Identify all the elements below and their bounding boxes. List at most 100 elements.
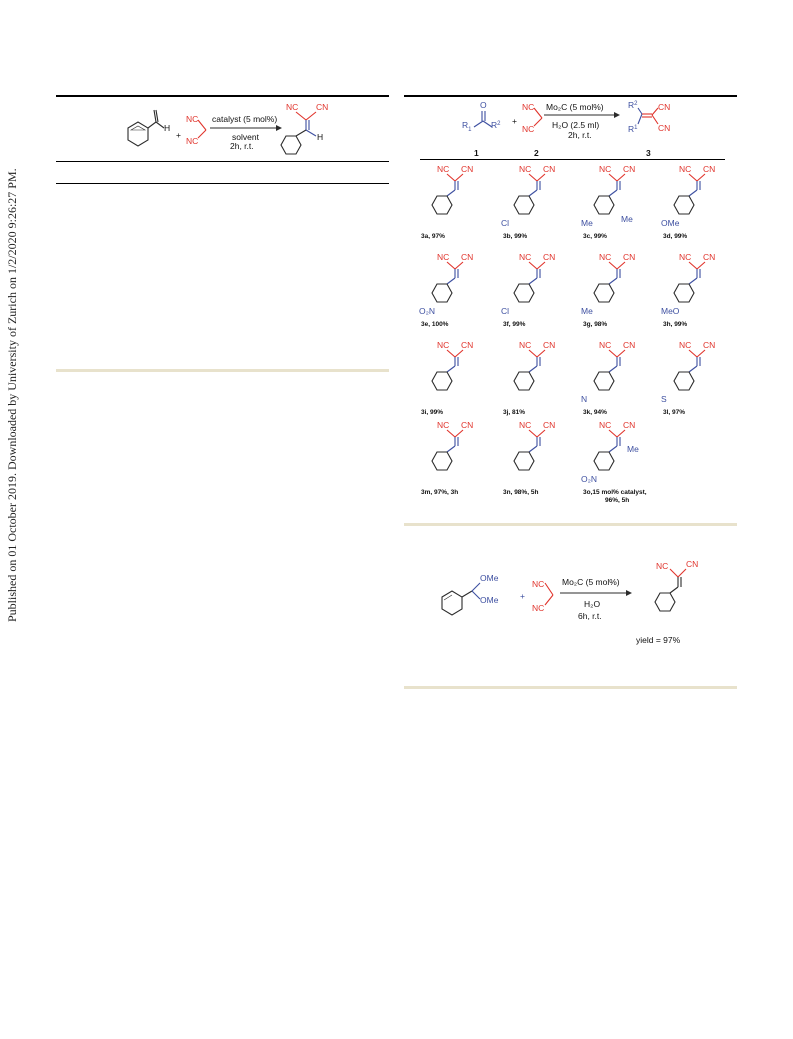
product-label: 3i, 99% [421, 409, 443, 416]
bond [536, 349, 546, 358]
product-cn-text: CN [461, 420, 473, 430]
product-nc: NC [656, 561, 668, 571]
product-nc-text: NC [679, 340, 691, 350]
bond [536, 429, 546, 438]
aromatic-ring [673, 195, 695, 215]
product-3b: NC CN Cl 3b, 99% [501, 164, 555, 240]
aromatic-ring [431, 195, 453, 215]
compound-number-2: 2 [534, 148, 539, 158]
product-cn-text: CN [543, 164, 555, 174]
product-label: 3d, 99% [663, 233, 687, 240]
substituent-text: N [581, 394, 587, 404]
nc-top: NC [186, 114, 198, 124]
product-nc-text: NC [679, 164, 691, 174]
bond [536, 173, 546, 182]
substituent-text: Me [581, 218, 593, 228]
r1-label: R1 [462, 120, 472, 133]
bond [616, 349, 626, 358]
product-3h: NC CN MeO 3h, 99% [661, 252, 715, 328]
malononitrile-structure: NC NC [532, 579, 554, 613]
product-label: 3h, 99% [663, 321, 687, 328]
bond [536, 261, 546, 270]
product-nc-text: NC [679, 252, 691, 262]
bond [696, 173, 706, 182]
compound-number-3: 3 [646, 148, 651, 158]
aromatic-ring [513, 371, 535, 391]
product-label: 3f, 99% [503, 321, 526, 328]
bond [528, 445, 538, 453]
bond [528, 365, 538, 373]
product-3f: NC CN Cl 3f, 99% [501, 252, 555, 328]
bond [608, 429, 618, 438]
aromatic-ring [673, 283, 695, 303]
publication-side-note: Published on 01 October 2019. Downloaded… [5, 168, 19, 622]
methyl-text: Me [627, 444, 639, 454]
table1-top-rule [56, 95, 389, 97]
product-label: 3k, 94% [583, 409, 607, 416]
product-3k: NC CN N 3k, 94% [581, 340, 635, 416]
nc-bottom: NC [532, 603, 544, 613]
bond [608, 365, 618, 373]
scheme3-bottom-rule [404, 686, 737, 689]
aromatic-ring [673, 371, 695, 391]
product-nc-text: NC [437, 340, 449, 350]
substituent-text: S [661, 394, 667, 404]
nc-top: NC [522, 102, 534, 112]
arrow-head [614, 112, 620, 118]
product-h: H [317, 132, 323, 142]
product-3m: NC CN 3m, 97%, 3h [421, 420, 473, 496]
ome-top: OMe [480, 573, 499, 583]
product-cn-text: CN [461, 164, 473, 174]
aromatic-ring [593, 195, 615, 215]
product-label: 3b, 99% [503, 233, 527, 240]
product-3n: NC CN 3n, 98%, 5h [503, 420, 555, 496]
product-nc-text: NC [519, 252, 531, 262]
nc-top: NC [532, 579, 544, 589]
substituent-text: Cl [501, 218, 509, 228]
plus-sign: + [176, 130, 181, 140]
arrow-head [276, 125, 282, 131]
arrow-bottom-text-1: solvent [232, 132, 260, 142]
yield-text: yield = 97% [636, 635, 681, 645]
aromatic-ring [593, 371, 615, 391]
compound-number-1: 1 [474, 148, 479, 158]
benzaldehyde-dimethyl-acetal-structure: OMe OMe [441, 573, 499, 616]
product-nc-text: NC [599, 340, 611, 350]
bond [688, 173, 698, 182]
bond [528, 277, 538, 285]
product-cn-text: CN [543, 420, 555, 430]
bond [454, 349, 464, 358]
bond [616, 173, 626, 182]
product-label-2: 96%, 5h [605, 497, 629, 504]
product-3i: NC CN 3i, 99% [421, 340, 473, 416]
carbonyl-structure: O R1 R2 [462, 100, 501, 133]
bond [608, 445, 618, 453]
bond [608, 349, 618, 358]
product-r1: R1 [628, 124, 638, 134]
product-cn-text: CN [703, 164, 715, 174]
aromatic-ring [593, 451, 615, 471]
bond [446, 189, 456, 197]
bond [454, 429, 464, 438]
product-label: 3a, 97% [421, 233, 445, 240]
product-label: 3j, 81% [503, 409, 525, 416]
product-3c: NC CN Me Me 3c, 99% [581, 164, 635, 240]
product-nc-text: NC [599, 164, 611, 174]
product-3j: NC CN 3j, 81% [503, 340, 555, 416]
arrow-top-text: catalyst (5 mol%) [212, 114, 277, 124]
substituent-text: O₂N [581, 474, 597, 484]
benzylidene-malononitrile-structure: NC CN [654, 559, 698, 612]
product-cn-text: CN [703, 252, 715, 262]
aromatic-ring [513, 283, 535, 303]
plus-sign: + [520, 591, 525, 601]
aromatic-ring [513, 451, 535, 471]
product-label: 3e, 100% [421, 321, 449, 328]
arrow-top-text: Mo₂C (5 mol%) [546, 102, 604, 112]
bond [446, 429, 456, 438]
bond [446, 173, 456, 182]
benzylidene-malononitrile-structure: NC CN H [280, 102, 328, 155]
product-nc-text: NC [437, 164, 449, 174]
bond [528, 349, 538, 358]
table1-mid-rule [56, 183, 389, 184]
